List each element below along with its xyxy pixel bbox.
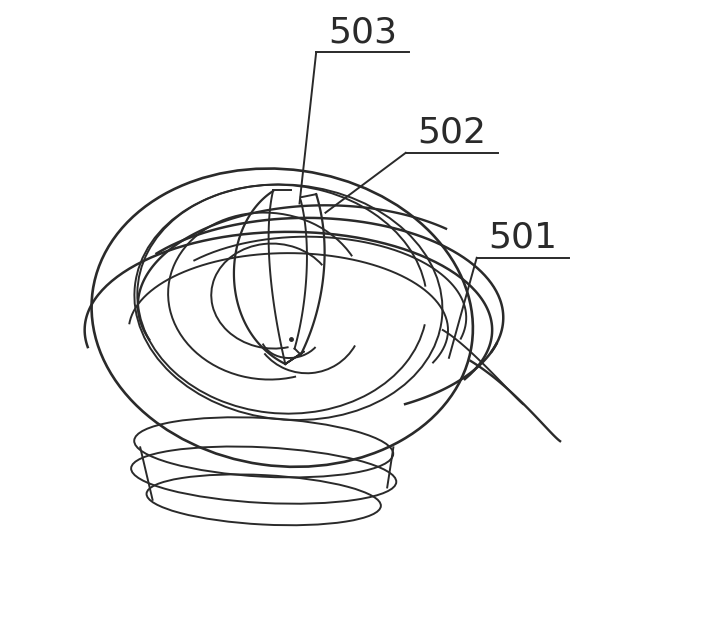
Text: 503: 503 (328, 15, 397, 49)
Text: 501: 501 (489, 221, 558, 255)
Text: 502: 502 (418, 116, 486, 150)
